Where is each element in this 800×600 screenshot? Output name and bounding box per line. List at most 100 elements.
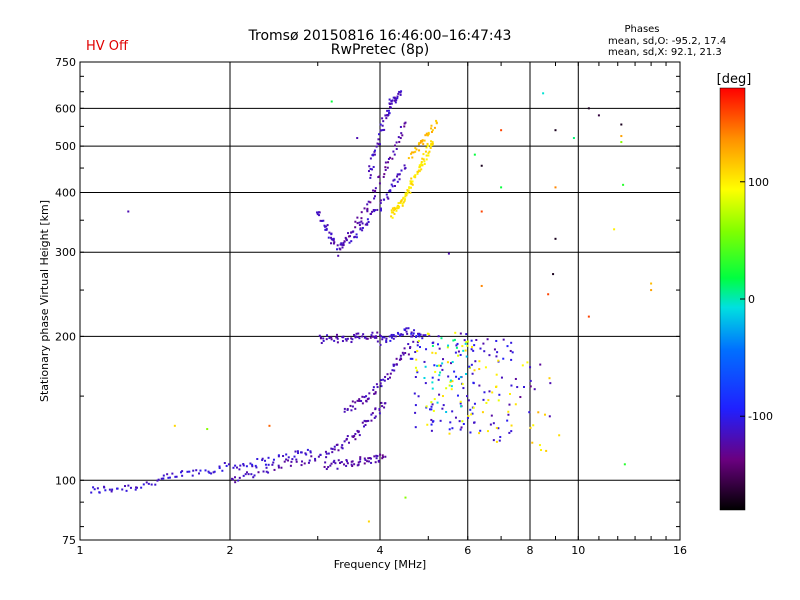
data-point — [355, 236, 358, 239]
data-point — [330, 242, 333, 245]
data-point — [390, 209, 393, 212]
data-point — [421, 157, 424, 160]
data-point — [400, 90, 403, 93]
data-point — [468, 366, 471, 369]
data-point — [491, 391, 494, 394]
data-point — [330, 336, 333, 339]
data-point — [468, 365, 471, 368]
data-point — [235, 466, 238, 469]
data-point — [407, 343, 410, 346]
data-point — [354, 220, 357, 223]
data-point — [364, 420, 367, 423]
data-point — [479, 429, 482, 432]
data-point — [462, 423, 465, 426]
data-point — [370, 419, 373, 422]
data-point — [277, 455, 280, 458]
data-point — [508, 392, 511, 395]
data-point — [395, 207, 398, 210]
data-point — [370, 413, 373, 416]
data-point — [367, 520, 370, 523]
data-point — [162, 477, 165, 480]
data-point — [392, 337, 395, 340]
data-point — [427, 152, 430, 155]
data-point — [396, 175, 399, 178]
data-point — [358, 221, 361, 224]
data-point — [506, 345, 509, 348]
data-point — [423, 160, 426, 163]
data-point — [376, 208, 379, 211]
colorbar-ticks: 100 0 -100 — [740, 176, 773, 423]
data-point — [521, 364, 524, 367]
data-point — [346, 462, 349, 465]
data-point — [372, 388, 375, 391]
data-point — [374, 149, 377, 152]
data-point — [368, 457, 371, 460]
data-point — [482, 398, 485, 401]
data-point — [516, 386, 519, 389]
data-point — [430, 405, 433, 408]
data-point — [244, 473, 247, 476]
data-point — [374, 407, 377, 410]
data-point — [191, 474, 194, 477]
data-point — [425, 146, 428, 149]
data-point — [342, 242, 345, 245]
data-point — [424, 365, 427, 368]
data-point — [354, 407, 357, 410]
data-point — [532, 424, 535, 427]
data-point — [554, 237, 557, 240]
data-point — [442, 358, 445, 361]
data-point — [145, 481, 148, 484]
data-point — [398, 358, 401, 361]
data-point — [390, 211, 393, 214]
data-point — [320, 342, 323, 345]
data-point — [449, 379, 452, 382]
data-point — [403, 199, 406, 202]
data-point — [488, 390, 491, 393]
data-point — [474, 360, 477, 363]
data-point — [426, 144, 429, 147]
data-point — [336, 467, 339, 470]
data-point — [419, 141, 422, 144]
data-point — [297, 452, 300, 455]
data-point — [364, 458, 367, 461]
data-point — [426, 423, 429, 426]
data-point — [356, 399, 359, 402]
data-point — [397, 136, 400, 139]
data-point — [396, 180, 399, 183]
data-point — [199, 469, 202, 472]
data-point — [373, 336, 376, 339]
data-point — [412, 332, 415, 335]
data-point — [262, 470, 265, 473]
data-point — [423, 360, 426, 363]
data-point — [620, 135, 623, 138]
data-point — [358, 434, 361, 437]
data-point — [419, 164, 422, 167]
data-point — [529, 385, 532, 388]
data-point — [379, 202, 382, 205]
data-point — [404, 198, 407, 201]
data-point — [552, 273, 555, 276]
data-point — [324, 450, 327, 453]
data-point — [417, 339, 420, 342]
data-point — [403, 347, 406, 350]
data-point — [410, 182, 413, 185]
data-point — [242, 474, 245, 477]
data-point — [492, 439, 495, 442]
x-tick-label: 1 — [77, 544, 84, 557]
data-point — [390, 333, 393, 336]
data-point — [420, 160, 423, 163]
data-point — [378, 409, 381, 412]
data-point — [415, 148, 418, 151]
data-point — [409, 357, 412, 360]
data-point — [409, 180, 412, 183]
data-point — [486, 338, 489, 341]
data-point — [390, 102, 393, 105]
data-point — [242, 464, 245, 467]
data-point — [399, 200, 402, 203]
data-point — [434, 370, 437, 373]
data-point — [482, 342, 485, 345]
data-point — [454, 416, 457, 419]
data-point — [318, 214, 321, 217]
data-point — [416, 344, 419, 347]
data-point — [127, 484, 130, 487]
